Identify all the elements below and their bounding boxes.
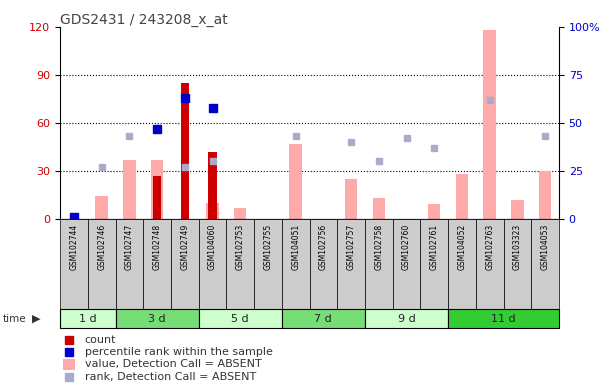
Bar	[151, 160, 163, 219]
Bar	[310, 219, 337, 309]
Text: GSM104051: GSM104051	[291, 223, 300, 270]
Text: rank, Detection Call = ABSENT: rank, Detection Call = ABSENT	[85, 372, 256, 382]
Text: GSM102746: GSM102746	[97, 223, 106, 270]
Text: GSM103323: GSM103323	[513, 223, 522, 270]
Bar	[123, 160, 136, 219]
Text: GSM102744: GSM102744	[70, 223, 79, 270]
Bar	[476, 219, 504, 309]
Bar	[96, 197, 108, 219]
Bar	[337, 219, 365, 309]
Bar	[504, 219, 531, 309]
Bar	[511, 200, 523, 219]
Bar	[448, 309, 559, 328]
Bar	[209, 152, 217, 219]
Text: value, Detection Call = ABSENT: value, Detection Call = ABSENT	[85, 359, 261, 369]
Bar	[456, 174, 468, 219]
Text: GSM102757: GSM102757	[347, 223, 356, 270]
Bar	[115, 219, 143, 309]
Text: GSM102756: GSM102756	[319, 223, 328, 270]
Text: 3 d: 3 d	[148, 314, 166, 324]
Bar	[428, 204, 441, 219]
Text: 9 d: 9 d	[398, 314, 415, 324]
Text: count: count	[85, 334, 116, 344]
Bar	[365, 309, 448, 328]
Text: 11 d: 11 d	[491, 314, 516, 324]
Bar	[199, 309, 282, 328]
Text: GSM102758: GSM102758	[374, 223, 383, 270]
Text: GSM104060: GSM104060	[208, 223, 217, 270]
Bar	[60, 219, 88, 309]
Bar	[254, 219, 282, 309]
Bar	[392, 219, 420, 309]
Text: GSM104052: GSM104052	[457, 223, 466, 270]
Bar	[539, 171, 551, 219]
Text: GSM102749: GSM102749	[180, 223, 189, 270]
Bar	[153, 176, 161, 219]
Bar	[282, 309, 365, 328]
Bar	[373, 198, 385, 219]
Bar	[227, 219, 254, 309]
Text: GSM102755: GSM102755	[263, 223, 272, 270]
Bar	[345, 179, 358, 219]
Bar	[181, 83, 189, 219]
Text: GSM102760: GSM102760	[402, 223, 411, 270]
Text: 1 d: 1 d	[79, 314, 97, 324]
Text: GSM104053: GSM104053	[540, 223, 549, 270]
Bar	[290, 144, 302, 219]
Text: 5 d: 5 d	[231, 314, 249, 324]
Bar	[63, 359, 76, 369]
Bar	[199, 219, 227, 309]
Bar	[420, 219, 448, 309]
Bar	[171, 219, 199, 309]
Text: GSM102761: GSM102761	[430, 223, 439, 270]
Text: time: time	[3, 314, 26, 324]
Text: ▶: ▶	[32, 314, 40, 324]
Text: GSM102753: GSM102753	[236, 223, 245, 270]
Text: GDS2431 / 243208_x_at: GDS2431 / 243208_x_at	[60, 13, 228, 27]
Text: 7 d: 7 d	[314, 314, 332, 324]
Bar	[60, 309, 115, 328]
Text: GSM102747: GSM102747	[125, 223, 134, 270]
Bar	[143, 219, 171, 309]
Text: percentile rank within the sample: percentile rank within the sample	[85, 347, 272, 357]
Bar	[88, 219, 115, 309]
Bar	[234, 208, 246, 219]
Bar	[483, 30, 496, 219]
Bar	[115, 309, 199, 328]
Text: GSM102763: GSM102763	[485, 223, 494, 270]
Bar	[206, 203, 219, 219]
Bar	[282, 219, 310, 309]
Bar	[531, 219, 559, 309]
Bar	[448, 219, 476, 309]
Text: GSM102748: GSM102748	[153, 223, 162, 270]
Bar	[365, 219, 392, 309]
